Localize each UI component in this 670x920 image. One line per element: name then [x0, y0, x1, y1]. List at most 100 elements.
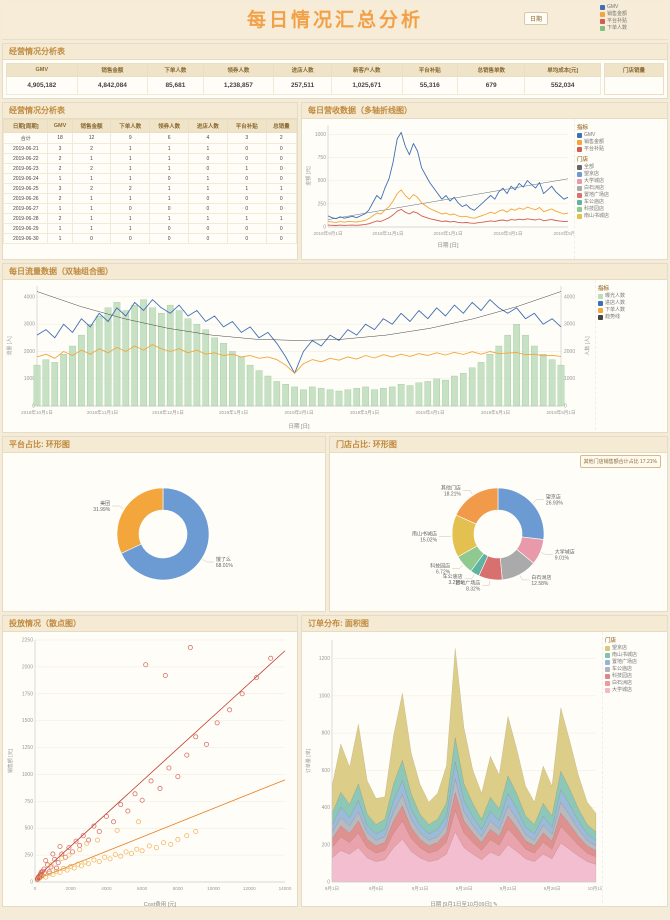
table-row[interactable]: 2019-06-29 1 1 1 0 0 0 0: [3, 223, 297, 234]
legend-item[interactable]: 白石洲店: [605, 680, 662, 687]
legend-label: 南山书城店: [612, 652, 638, 658]
table-row[interactable]: 合计 18 12 9 6 4 3 2: [3, 132, 297, 144]
column-header[interactable]: 日期[周期]: [3, 119, 49, 133]
legend-item[interactable]: 置地广场店: [577, 192, 634, 199]
svg-text:2019年1月1日: 2019年1月1日: [433, 230, 462, 237]
legend-item[interactable]: 全部: [577, 164, 634, 171]
column-header[interactable]: 单均成本[元]: [524, 63, 602, 77]
table-cell: 1: [71, 223, 112, 234]
legend-item[interactable]: 白石洲店: [577, 185, 634, 192]
column-header[interactable]: 总销量: [265, 119, 297, 133]
legend-item[interactable]: 平台补贴: [600, 18, 664, 25]
legend-swatch-icon: [577, 179, 582, 184]
legend-label: 曝光人数: [605, 293, 626, 299]
table-cell: 2: [71, 143, 112, 154]
legend-item[interactable]: 大学城店: [605, 687, 662, 694]
legend-swatch-icon: [598, 315, 603, 320]
legend-item[interactable]: 南山书城店: [577, 213, 634, 220]
legend-label: 科技园店: [612, 673, 633, 679]
legend-item[interactable]: 南山书城店: [605, 652, 662, 659]
table-row[interactable]: 2019-06-23 2 2 1 1 0 1 0: [3, 163, 297, 174]
column-header[interactable]: 进店人数: [273, 63, 332, 77]
table-cell: 0: [265, 193, 297, 204]
traffic-chart-title: 每日流量数据（双轴组合图）: [3, 264, 667, 280]
legend-item[interactable]: 望京店: [605, 645, 662, 652]
legend-label: 置地广场店: [612, 659, 638, 665]
platform-donut-chart[interactable]: 美团 31.99% 饿了么 68.01%: [3, 453, 323, 611]
legend-swatch-icon: [605, 653, 610, 658]
table-row[interactable]: 2019-06-26 2 1 1 1 0 0 0: [3, 193, 297, 204]
column-header[interactable]: 销售金额: [76, 63, 149, 77]
table-cell: 1: [47, 233, 73, 244]
table-row[interactable]: 2019-06-27 1 1 0 0 0 0 0: [3, 203, 297, 214]
table-row[interactable]: 4,905,182 4,842,084 85,681 1,238,857 257,511…: [6, 76, 602, 95]
table-row[interactable]: 2019-06-30 1 0 0 0 0 0 0: [3, 233, 297, 244]
table-cell: 1,238,857: [202, 76, 275, 95]
legend-item[interactable]: 望京店: [577, 171, 634, 178]
column-header[interactable]: 下单人数: [110, 119, 151, 133]
legend-item[interactable]: 下单人数: [600, 25, 664, 32]
svg-text:8000: 8000: [173, 886, 184, 891]
column-header[interactable]: 新客户人数: [331, 63, 403, 77]
svg-text:1000: 1000: [564, 376, 575, 382]
column-header[interactable]: 进店人数: [188, 119, 228, 133]
legend-swatch-icon: [577, 193, 582, 198]
column-header[interactable]: 平台补贴: [226, 119, 267, 133]
store-sales-card[interactable]: 门店销量: [604, 63, 664, 95]
daily-table[interactable]: 日期[周期] GMV 销售金额 下单人数 领券人数 进店人数 平台补贴 总销量 合计 18 12 9 6…: [3, 119, 297, 244]
revenue-line-chart[interactable]: 0 250 500 750 1000 2018年9月1日 2018年11月1日 2019年1月…: [302, 119, 574, 249]
legend-item[interactable]: 车公庙店: [577, 199, 634, 206]
legend-item[interactable]: 科技园店: [577, 206, 634, 213]
store-donut-chart[interactable]: 望京店 26.93% 大学城店 9.01% 白石洲店 12.58% 置地广场店 8.32%车公…: [330, 453, 666, 611]
legend-item[interactable]: 趋势线: [598, 314, 655, 321]
table-row[interactable]: 2019-06-24 1 1 1 0 1 0 0: [3, 173, 297, 184]
column-header[interactable]: GMV: [47, 119, 73, 133]
legend-item[interactable]: 曝光人数: [598, 293, 655, 300]
legend-item[interactable]: 进店人数: [598, 300, 655, 307]
traffic-combo-chart[interactable]: 0 1000 2000 3000 4000 2018年10月1日 2018年11月1日 201…: [3, 280, 595, 430]
legend-item[interactable]: 科技园店: [605, 673, 662, 680]
svg-text:2000: 2000: [24, 349, 35, 355]
legend-item[interactable]: 平台补贴: [577, 146, 634, 153]
svg-text:1000: 1000: [22, 772, 33, 778]
legend-item[interactable]: 大学城店: [577, 178, 634, 185]
column-header[interactable]: GMV: [6, 63, 78, 77]
ads-scatter-chart[interactable]: 0 250 500 750 1000 1250 1500 1750 2000 2250 0 2000 4…: [3, 632, 293, 909]
store-sales-value: [605, 77, 663, 89]
table-cell: 1: [110, 213, 151, 224]
store-donut-panel: 门店占比: 环形图 望京店 26.93% 大学城店 9.01% 白石洲店 12.58% 置地…: [329, 436, 668, 612]
table-row[interactable]: 2019-06-25 3 2 2 1 1 1 1: [3, 183, 297, 194]
column-header[interactable]: 领券人数: [202, 63, 275, 77]
table-cell: 2019-06-30: [3, 233, 49, 244]
svg-text:2019年3月1日: 2019年3月1日: [350, 409, 379, 416]
legend-item[interactable]: GMV: [577, 132, 634, 139]
legend-item[interactable]: 销售金额: [577, 139, 634, 146]
svg-text:1500: 1500: [22, 718, 33, 724]
legend-item[interactable]: 销售金额: [600, 11, 664, 18]
kpi-panel-title: 经营情况分析表: [3, 44, 667, 60]
kpi-table[interactable]: GMV 销售金额 下单人数 领券人数 进店人数 新客户人数 平台补贴 总销售单数 单均成本[元]…: [6, 63, 602, 95]
date-filter[interactable]: 日期: [523, 12, 548, 25]
table-cell: 9: [110, 132, 151, 144]
column-header[interactable]: 下单人数: [147, 63, 204, 77]
legend-item[interactable]: GMV: [600, 4, 664, 11]
table-cell: 1: [110, 223, 151, 234]
table-row[interactable]: 2019-06-22 2 1 1 1 0 0 0: [3, 153, 297, 164]
legend-label: 大学城店: [584, 178, 605, 184]
legend-item[interactable]: 下单人数: [598, 307, 655, 314]
table-row[interactable]: 2019-06-21 3 2 1 1 1 0 0: [3, 143, 297, 154]
column-header[interactable]: 总销售单数: [456, 63, 526, 77]
platform-donut-title: 平台占比: 环形图: [3, 437, 325, 453]
legend-item[interactable]: 车公庙店: [605, 666, 662, 673]
column-header[interactable]: 平台补贴: [401, 63, 458, 77]
legend-item[interactable]: 置地广场店: [605, 659, 662, 666]
svg-text:2019年1月1日: 2019年1月1日: [219, 409, 248, 416]
order-area-chart[interactable]: 0 200 400 600 800 1000 1200 9月1日 9月6日 9月11日 9月16日 9…: [302, 632, 602, 908]
column-header[interactable]: 领券人数: [149, 119, 190, 133]
column-header[interactable]: 销售金额: [71, 119, 112, 133]
table-cell: 0: [149, 223, 190, 234]
table-row[interactable]: 2019-06-28 2 1 1 1 1 1 1: [3, 213, 297, 224]
